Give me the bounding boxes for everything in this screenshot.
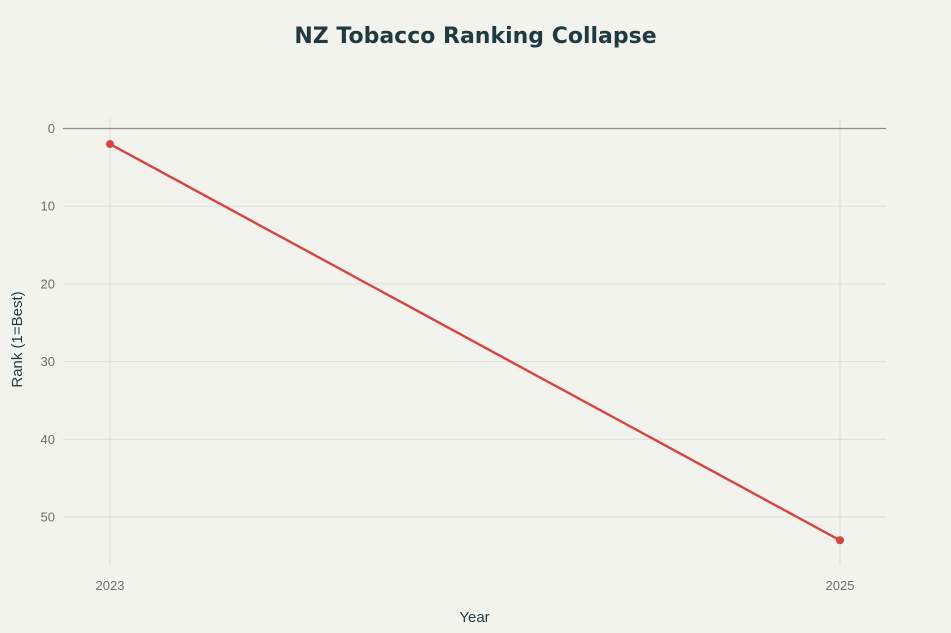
y-tick-labels: 0 10 20 30 40 50 [41,121,55,525]
y-tick-label: 0 [48,121,55,136]
y-tick-label: 30 [41,354,55,369]
x-gridlines [109,118,841,565]
x-tick-labels: 2023 2025 [96,578,855,593]
y-tick-label: 10 [41,199,55,214]
chart-title: NZ Tobacco Ranking Collapse [294,24,657,49]
series-line [109,142,841,542]
y-tick-label: 20 [41,276,55,291]
x-axis-title: Year [459,609,489,626]
data-point [106,140,114,149]
x-tick-label: 2023 [96,578,125,593]
data-point [836,536,844,545]
y-tick-label: 50 [41,510,55,525]
series-group [106,140,844,545]
y-tick-label: 40 [41,432,55,447]
y-gridlines [63,205,886,518]
y-axis-title: Rank (1=Best) [9,291,26,387]
x-tick-label: 2025 [826,578,855,593]
